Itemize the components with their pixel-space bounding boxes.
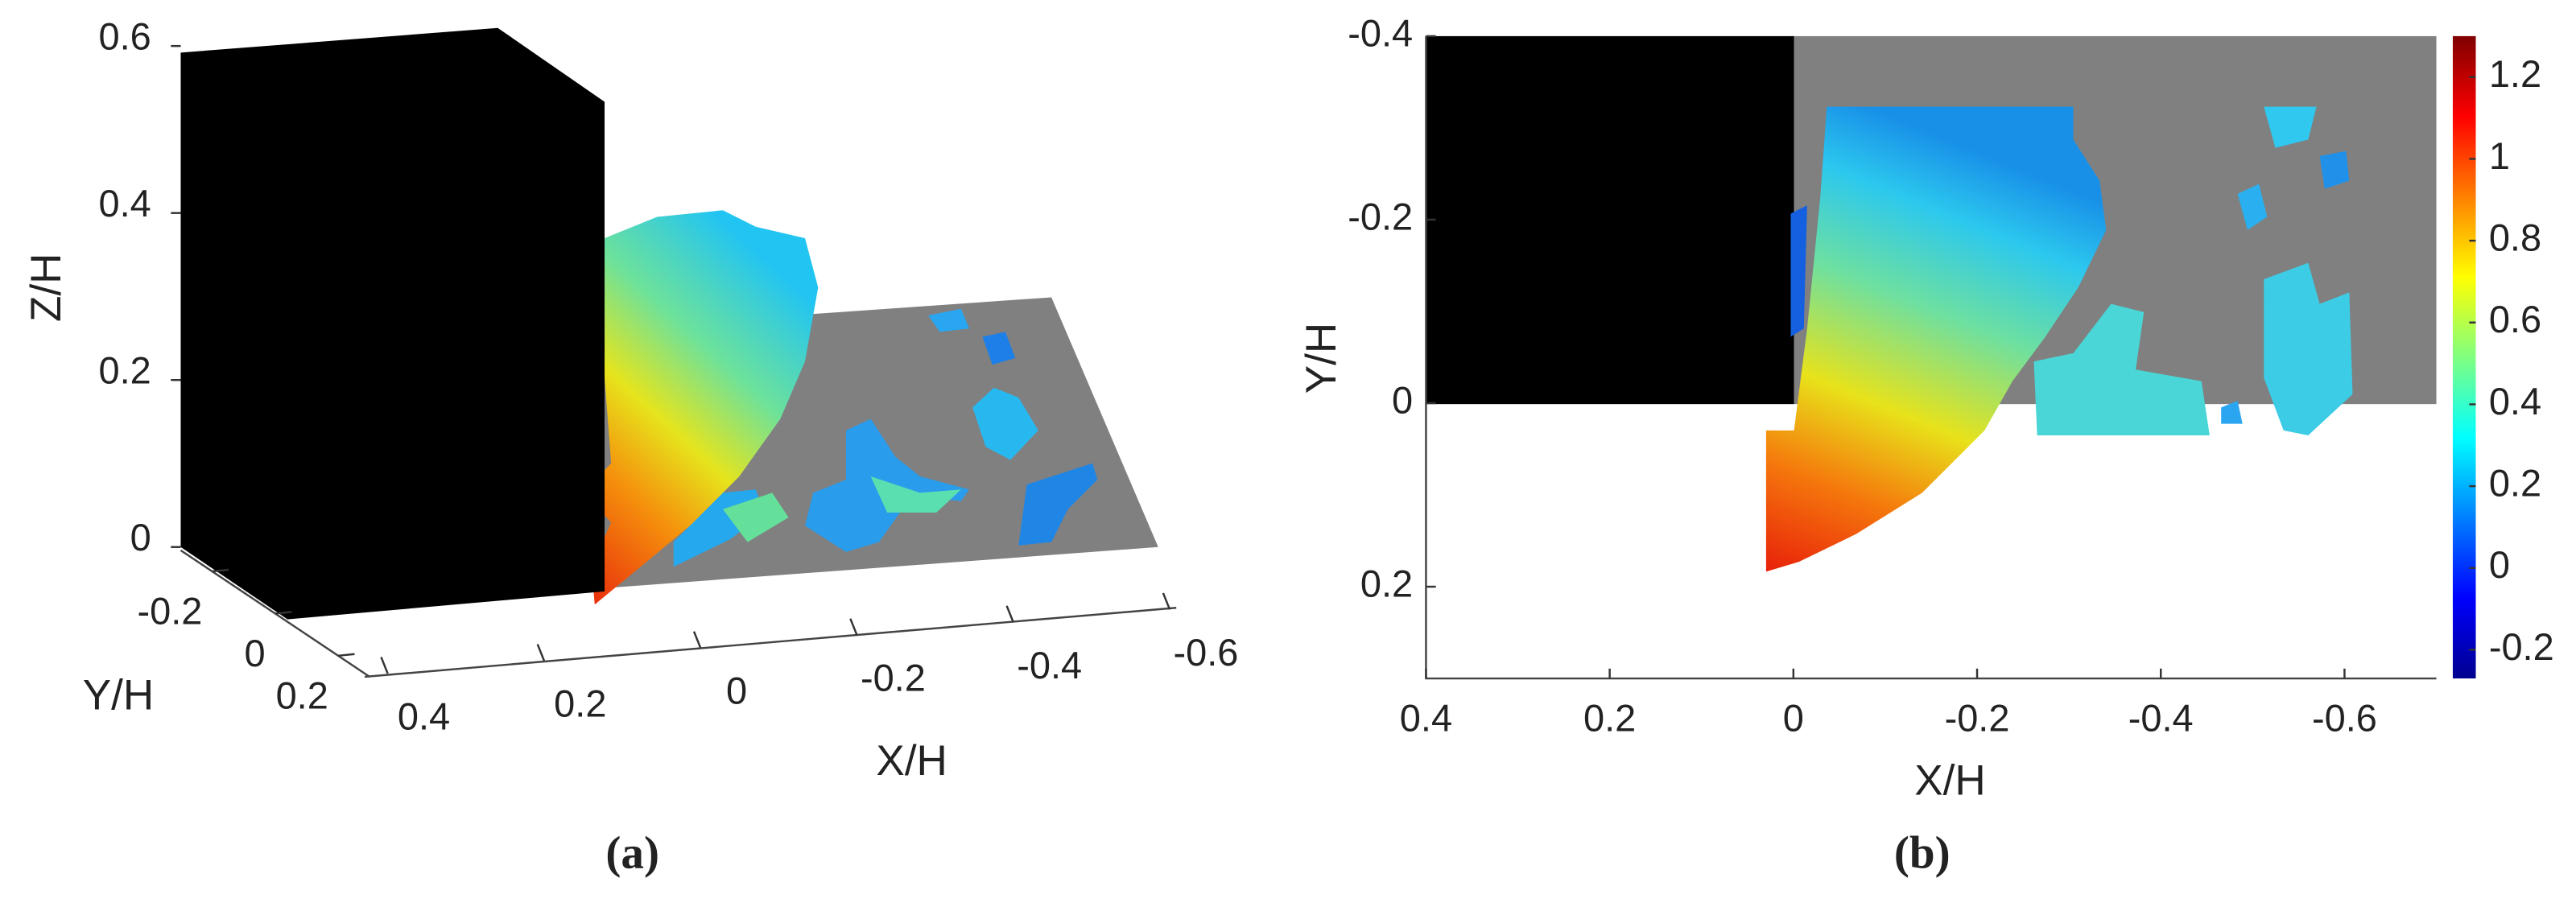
z-axis-label: Z/H [23,253,70,321]
x-tick-label: 0 [1783,698,1804,740]
y-tick-label: -0.2 [137,591,202,633]
x-axis-label: X/H [876,737,947,785]
y-tick-label: 0 [244,633,265,674]
small-blobs [673,308,1098,567]
panel-a [180,27,1158,620]
building [1426,35,1794,405]
y-tick-label: 0.2 [276,674,328,716]
x-tick [1005,605,1014,623]
y-tick-label: -0.2 [1348,196,1413,237]
x-tick [692,631,702,649]
x-tick-label: 0.4 [1400,698,1452,740]
colorbar-tick-label: 0.4 [2489,381,2541,422]
building [180,27,605,620]
colorbar-tick-label: -0.2 [2489,626,2554,668]
x-axis-line [364,607,1177,678]
x-tick-label: 0 [726,670,747,712]
y-axis-label: Y/H [1298,323,1345,394]
small-blobs [1790,106,2353,435]
x-tick [380,657,389,674]
y-tick [212,568,229,573]
colorbar-tick-label: 0.8 [2489,216,2541,258]
z-tick-label: 0 [130,517,151,558]
isosurface [583,210,819,605]
y-axis-label: Y/H [83,672,154,719]
z-tick-label: 0.4 [99,183,151,225]
panel-b [1425,35,2476,680]
x-tick [536,644,546,662]
colorbar-tick-label: 0 [2489,544,2510,586]
caption: (b) [1894,828,1951,879]
x-tick-label: 0.2 [554,683,606,725]
x-tick-label: -0.4 [1017,645,1082,686]
y-tick-label: 0.2 [1360,563,1413,604]
colorbar-tick-label: 0.6 [2489,299,2541,340]
colorbar-tick-label: 0.2 [2489,463,2541,505]
x-axis-label: X/H [1914,757,1985,805]
caption: (a) [605,828,659,879]
y-tick-label: 0 [1392,379,1413,421]
x-tick-label: -0.6 [1174,632,1239,674]
x-tick-label: -0.6 [2312,698,2377,740]
y-tick [337,653,355,657]
z-tick-label: 0.6 [99,15,151,57]
x-tick [1162,592,1171,610]
x-tick-label: 0.4 [398,695,450,737]
colorbar-tick-label: 1.2 [2489,53,2541,95]
x-tick-label: 0.2 [1583,698,1636,740]
x-tick [849,618,858,636]
x-tick-label: -0.4 [2128,698,2194,740]
y-tick-label: -0.4 [1348,12,1413,54]
y-tick [275,611,292,615]
x-tick-label: -0.2 [861,657,926,699]
colorbar [2452,35,2476,679]
z-tick-label: 0.2 [99,349,151,391]
contour-field [1765,106,2107,572]
x-tick-label: -0.2 [1945,698,2010,740]
colorbar-tick-label: 1 [2489,135,2510,177]
